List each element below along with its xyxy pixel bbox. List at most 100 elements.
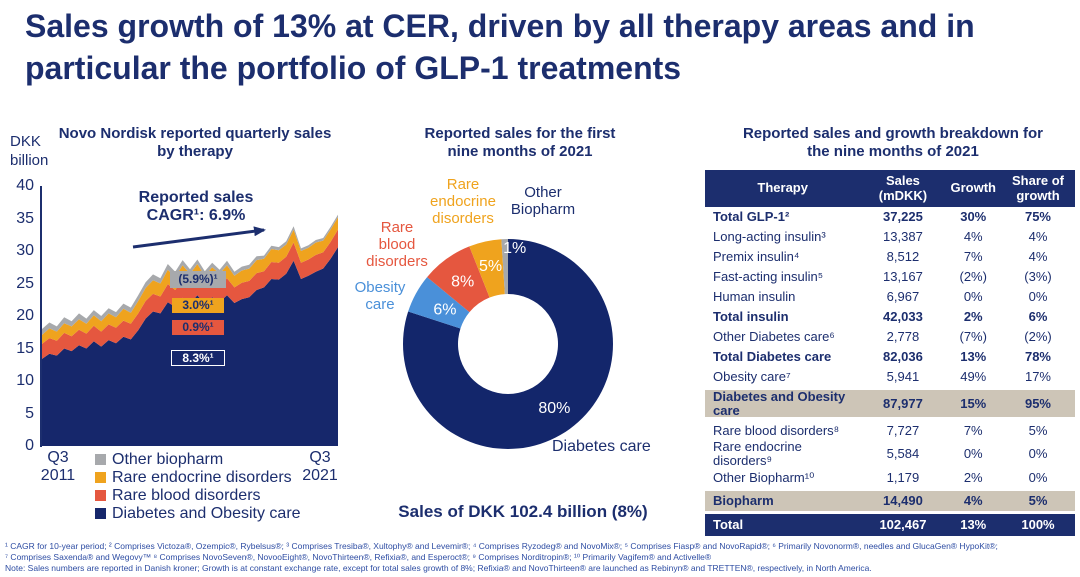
breakdown-table-wrap: Therapy Sales (mDKK) Growth Share of growth… (705, 170, 1075, 536)
sales-cell: 87,977 (860, 387, 946, 421)
y-axis-labels: 40 35 30 25 20 15 10 5 0 (0, 177, 34, 454)
therapy-cell: Total Diabetes care (713, 349, 832, 365)
sales-cell: 102,467 (860, 510, 946, 536)
donut-label-other-biopharm: Other Biopharm (510, 184, 576, 218)
therapy-cell: Obesity care⁷ (713, 369, 791, 385)
donut-slice-obesity-care (408, 277, 470, 329)
share-cell: 95% (1000, 387, 1075, 421)
table-header-cell: Share of growth (1000, 170, 1075, 208)
therapy-cell: Premix insulin⁴ (713, 249, 800, 265)
growth-cell: 30% (960, 209, 987, 225)
cagr-trend-arrow-icon (132, 226, 266, 249)
chart-legend: Other biopharm Rare endocrine disorders Ra… (95, 452, 301, 524)
therapy-cell: Fast-acting insulin⁵ (713, 269, 824, 285)
growth-cell: 49% (960, 369, 987, 385)
table-row: Biopharm 14,490 4% 5% (705, 487, 1075, 514)
footnote-line: ¹ CAGR for 10-year period; ² Comprises V… (5, 541, 998, 551)
share-cell: 0% (1028, 446, 1048, 462)
table-row: Human insulin 6,967 0% 0% (705, 287, 1075, 307)
donut-caption: Sales of DKK 102.4 billion (8%) (398, 502, 648, 521)
therapy-cell: Other Biopharm¹⁰ (713, 469, 815, 485)
y-tick-label: 5 (25, 404, 34, 422)
donut-slice-value-label: 8% (451, 274, 474, 291)
growth-cell: 0% (963, 289, 983, 305)
therapy-cell: Rare blood disorders⁸ (713, 422, 840, 438)
table-row: Total Diabetes care 82,036 13% 78% (705, 347, 1075, 367)
y-axis-line (40, 186, 42, 447)
table-row: Other Biopharm¹⁰ 1,179 2% 0% (705, 468, 1075, 490)
y-tick-label: 30 (16, 242, 34, 259)
sales-cell: 7,727 (886, 422, 920, 438)
legend-item: Rare endocrine disorders (95, 470, 301, 486)
share-cell: 5% (1028, 422, 1048, 438)
y-tick-label: 25 (16, 274, 34, 292)
legend-label: Rare blood disorders (112, 487, 261, 504)
therapy-cell: Total GLP-1² (713, 209, 790, 225)
table-header-cell: Therapy (705, 170, 861, 208)
sales-cell: 1,179 (886, 469, 920, 485)
share-cell: 4% (1028, 229, 1048, 245)
share-cell: (2%) (1024, 329, 1052, 345)
growth-cell: 4% (945, 487, 1001, 514)
sales-cell: 5,584 (886, 446, 920, 462)
donut-chart-title: Reported sales for the first nine months… (424, 125, 616, 160)
breakdown-table: Therapy Sales (mDKK) Growth Share of growth… (705, 170, 1075, 536)
legend-label: Diabetes and Obesity care (112, 505, 301, 522)
table-row: Obesity care⁷ 5,941 49% 17% (705, 367, 1075, 389)
donut-slice-diabetes-care (402, 239, 613, 449)
quarterly-sales-chart-svg (42, 214, 338, 446)
area-diabetes-and-obesity-care (42, 247, 338, 446)
sales-cell: 14,490 (860, 487, 946, 514)
table-row: Rare blood disorders⁸ 7,727 7% 5% (705, 419, 1075, 441)
cagr-label-rare-blood: 0.9%¹ (172, 320, 224, 335)
growth-cell: 2% (963, 469, 983, 485)
legend-item: Other biopharm (95, 451, 301, 468)
donut-svg: 80% 6% 8% 5%1% (402, 239, 613, 449)
donut-slice-rare-endocrine-disorders (469, 239, 505, 298)
table-row: Long-acting insulin³ 13,387 4% 4% (705, 227, 1075, 247)
table-row: Rare endocrine disorders⁹ 5,584 0% 0% (705, 440, 1075, 467)
share-cell: (3%) (1024, 269, 1052, 285)
donut-label-obesity: Obesity care (354, 279, 406, 313)
therapy-cell: Human insulin (713, 289, 796, 305)
legend-item: Diabetes and Obesity care (95, 505, 301, 522)
share-cell: 0% (1028, 289, 1048, 305)
table-row: Total insulin 42,033 2% 6% (705, 307, 1075, 327)
cagr-label-rare-endocrine: 3.0%¹ (172, 298, 224, 313)
sales-cell: 2,778 (886, 329, 920, 345)
share-cell: 17% (1024, 369, 1051, 385)
donut-label-rare-endocrine: Rare endocrine disorders (430, 176, 496, 227)
table-head: Therapy Sales (mDKK) Growth Share of growth (705, 170, 1075, 208)
donut-label-diabetes-care: Diabetes care (552, 438, 651, 455)
share-cell: 4% (1028, 249, 1048, 265)
growth-cell: 2% (963, 309, 983, 325)
therapy-cell: Total (705, 510, 861, 536)
table-row: Premix insulin⁴ 8,512 7% 4% (705, 247, 1075, 267)
donut-slice-value-label: 80% (538, 400, 570, 417)
footnote-line: ⁷ Comprises Saxenda® and Wegovy™ ⁸ Compr… (5, 551, 712, 562)
table-title: Reported sales and growth breakdown for … (742, 125, 1044, 160)
legend-swatch-icon (95, 490, 106, 501)
growth-cell: 7% (963, 249, 983, 265)
table-body: Total GLP-1² 37,225 30% 75% Long-acting insu… (705, 207, 1075, 536)
table-row: Fast-acting insulin⁵ 13,167 (2%) (3%) (705, 267, 1075, 287)
y-tick-label: 40 (16, 177, 34, 194)
growth-cell: 7% (963, 422, 983, 438)
legend-label: Other biopharm (112, 451, 224, 468)
therapy-cell: Rare endocrine disorders⁹ (713, 439, 802, 469)
growth-cell: 13% (945, 510, 1001, 536)
cagr-label-other-biopharm: (5.9%)¹ (170, 271, 226, 288)
share-cell: 5% (1000, 487, 1075, 514)
y-tick-label: 20 (16, 307, 34, 324)
table-row: Other Diabetes care⁶ 2,778 (7%) (2%) (705, 327, 1075, 347)
table-row: Total 102,467 13% 100% (705, 510, 1075, 536)
share-cell: 78% (1024, 349, 1051, 365)
area-other-biopharm (42, 214, 338, 335)
footnote-line: Note: Sales numbers are reported in Dani… (5, 562, 872, 573)
share-cell: 0% (1028, 469, 1048, 485)
share-cell: 100% (1000, 510, 1075, 536)
y-axis-unit-label: DKK billion (10, 133, 49, 169)
therapy-cell: Long-acting insulin³ (713, 229, 826, 245)
table-row: Diabetes and Obesity care 87,977 15% 95% (705, 387, 1075, 421)
